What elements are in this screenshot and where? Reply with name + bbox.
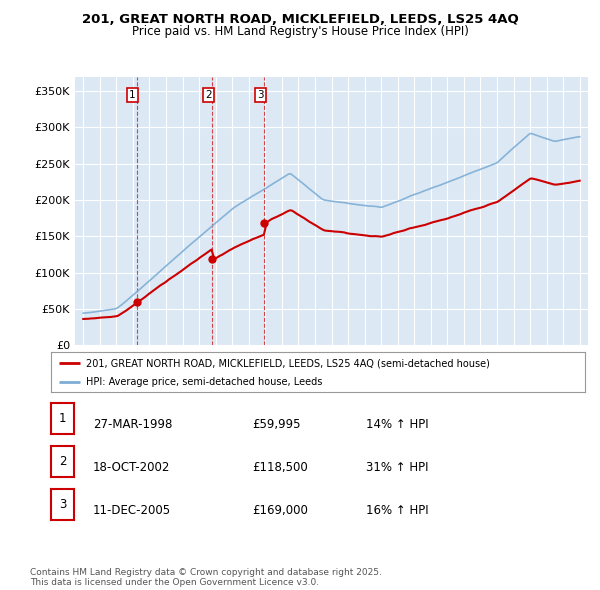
- Text: 1: 1: [129, 90, 136, 100]
- Text: 3: 3: [59, 497, 66, 511]
- Text: 201, GREAT NORTH ROAD, MICKLEFIELD, LEEDS, LS25 4AQ: 201, GREAT NORTH ROAD, MICKLEFIELD, LEED…: [82, 13, 518, 26]
- Text: 18-OCT-2002: 18-OCT-2002: [93, 461, 170, 474]
- Text: HPI: Average price, semi-detached house, Leeds: HPI: Average price, semi-detached house,…: [86, 376, 322, 386]
- Text: 1: 1: [59, 411, 66, 425]
- Text: 31% ↑ HPI: 31% ↑ HPI: [366, 461, 428, 474]
- Text: 3: 3: [257, 90, 263, 100]
- Text: Price paid vs. HM Land Registry's House Price Index (HPI): Price paid vs. HM Land Registry's House …: [131, 25, 469, 38]
- Text: 201, GREAT NORTH ROAD, MICKLEFIELD, LEEDS, LS25 4AQ (semi-detached house): 201, GREAT NORTH ROAD, MICKLEFIELD, LEED…: [86, 358, 490, 368]
- Text: 27-MAR-1998: 27-MAR-1998: [93, 418, 172, 431]
- Text: 2: 2: [59, 454, 66, 468]
- Text: 11-DEC-2005: 11-DEC-2005: [93, 504, 171, 517]
- Text: 16% ↑ HPI: 16% ↑ HPI: [366, 504, 428, 517]
- Text: 14% ↑ HPI: 14% ↑ HPI: [366, 418, 428, 431]
- Text: £169,000: £169,000: [252, 504, 308, 517]
- Text: 2: 2: [205, 90, 212, 100]
- Text: Contains HM Land Registry data © Crown copyright and database right 2025.
This d: Contains HM Land Registry data © Crown c…: [30, 568, 382, 587]
- Text: £59,995: £59,995: [252, 418, 301, 431]
- Text: £118,500: £118,500: [252, 461, 308, 474]
